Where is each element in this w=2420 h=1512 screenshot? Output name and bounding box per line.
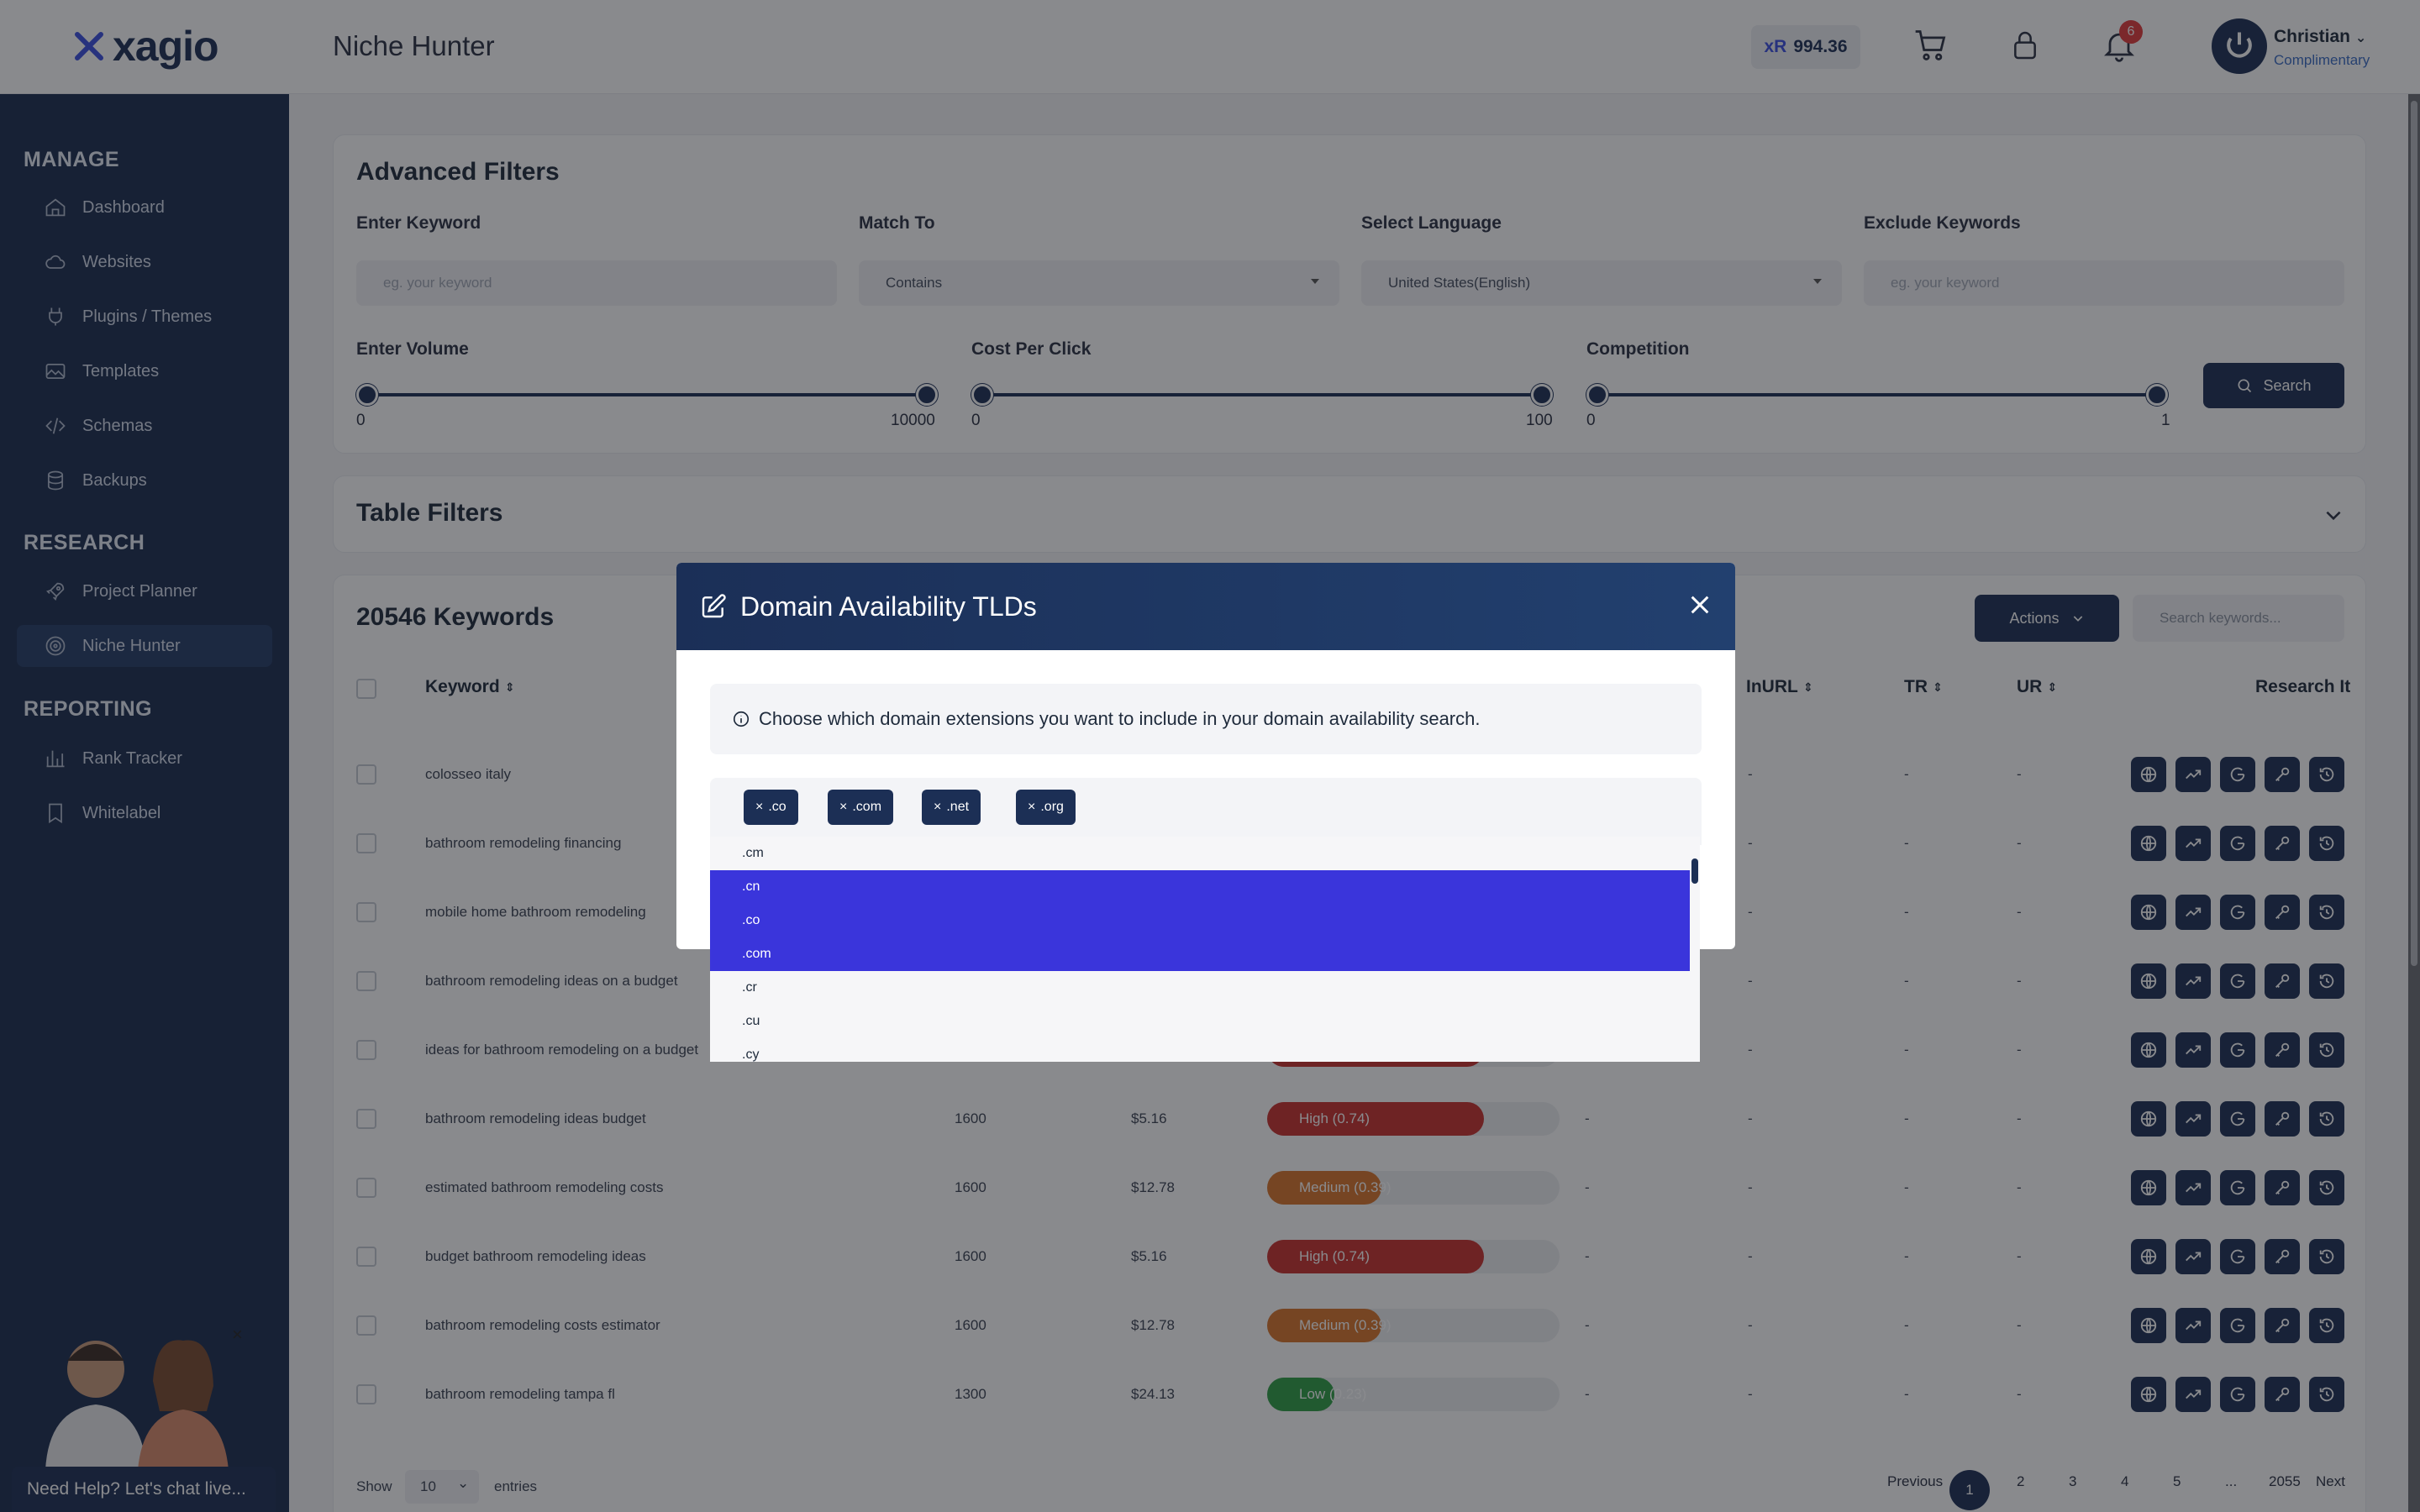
tld-option[interactable]: .co	[710, 904, 1690, 937]
dropdown-scrollbar-thumb[interactable]	[1691, 858, 1698, 884]
tld-option[interactable]: .cu	[742, 1014, 760, 1028]
tld-option[interactable]: .cr	[742, 980, 757, 995]
tld-multiselect[interactable]: × .co × .com × .net × .org	[710, 778, 1702, 845]
remove-tag-icon[interactable]: ×	[755, 800, 764, 814]
remove-tag-icon[interactable]: ×	[839, 800, 848, 814]
modal-header: Domain Availability TLDs	[676, 563, 1735, 650]
tld-option[interactable]: .com	[710, 937, 1690, 971]
tld-tag[interactable]: × .org	[1016, 790, 1076, 825]
edit-icon	[702, 594, 726, 618]
tld-tag[interactable]: × .net	[922, 790, 981, 825]
tld-tag[interactable]: × .co	[744, 790, 798, 825]
tld-tag-label: .com	[852, 800, 882, 814]
tld-tag-label: .co	[768, 800, 786, 814]
tld-dropdown-list[interactable]: .cm .cn .co .com .cr .cu .cy	[710, 837, 1700, 1062]
modal-title: Domain Availability TLDs	[740, 591, 1037, 622]
tld-tag-label: .net	[946, 800, 970, 814]
tld-option[interactable]: .cy	[742, 1047, 760, 1062]
info-icon	[733, 711, 750, 727]
tld-tag-label: .org	[1040, 800, 1064, 814]
close-icon[interactable]	[1686, 591, 1713, 618]
tld-tag[interactable]: × .com	[828, 790, 894, 825]
remove-tag-icon[interactable]: ×	[934, 800, 942, 814]
remove-tag-icon[interactable]: ×	[1028, 800, 1036, 814]
tld-option[interactable]: .cm	[742, 846, 764, 860]
domain-tlds-modal: Domain Availability TLDs Choose which do…	[676, 563, 1735, 949]
tld-option[interactable]: .cn	[710, 870, 1690, 904]
modal-info-text: Choose which domain extensions you want …	[759, 708, 1481, 729]
modal-info-box: Choose which domain extensions you want …	[710, 684, 1702, 754]
